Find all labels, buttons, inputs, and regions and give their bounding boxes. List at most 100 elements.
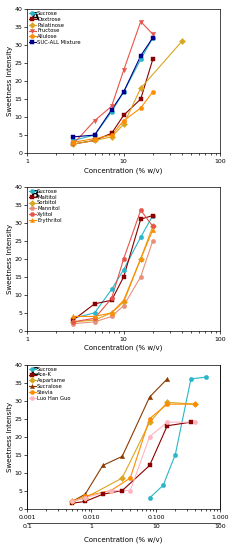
Point <box>151 87 155 96</box>
Point <box>83 492 87 500</box>
Point <box>193 418 197 427</box>
Point <box>148 393 152 402</box>
Point <box>93 309 97 317</box>
Point <box>71 312 75 321</box>
Text: C: C <box>31 367 39 377</box>
Point <box>139 84 143 92</box>
Point <box>139 51 143 60</box>
Point <box>193 400 197 409</box>
Point <box>101 490 105 499</box>
Point <box>148 418 152 427</box>
Point <box>148 414 152 423</box>
Point <box>128 474 132 482</box>
Point <box>93 131 97 140</box>
Point <box>110 133 114 141</box>
Legend: Sucrose, Maltitol, Sorbitol, Mannitol, Xylitol, Erythritol: Sucrose, Maltitol, Sorbitol, Mannitol, X… <box>29 188 62 223</box>
Point <box>165 421 169 430</box>
Point <box>71 317 75 326</box>
Point <box>93 136 97 145</box>
Point <box>165 375 169 383</box>
Point <box>139 55 143 64</box>
Point <box>120 474 124 482</box>
Point <box>151 226 155 234</box>
Point <box>151 55 155 64</box>
Point <box>128 486 132 495</box>
Point <box>189 375 193 383</box>
Point <box>151 211 155 220</box>
Point <box>173 450 177 459</box>
Point <box>71 133 75 141</box>
Point <box>148 432 152 441</box>
Point <box>110 309 114 317</box>
Point <box>161 481 165 490</box>
Point <box>139 233 143 241</box>
Point <box>93 299 97 308</box>
Point <box>120 452 124 461</box>
Point <box>109 486 113 495</box>
Point <box>70 499 74 508</box>
Point <box>139 206 143 214</box>
Point <box>110 107 114 116</box>
Point <box>110 106 114 114</box>
Point <box>71 136 75 145</box>
Legend: Sucrose, Ace-K, Aspartame, Sucralose, Stevia, Luo Han Guo: Sucrose, Ace-K, Aspartame, Sucralose, St… <box>29 366 71 401</box>
Point <box>122 265 126 274</box>
Point <box>151 34 155 42</box>
Point <box>110 312 114 321</box>
Point <box>71 140 75 148</box>
Point <box>139 95 143 103</box>
Point <box>110 294 114 303</box>
Point <box>139 272 143 281</box>
Y-axis label: Sweetness Intensity: Sweetness Intensity <box>7 224 13 294</box>
Point <box>71 319 75 328</box>
Point <box>110 131 114 140</box>
Point <box>122 272 126 281</box>
Point <box>83 490 87 499</box>
Point <box>151 222 155 231</box>
Point <box>148 493 152 502</box>
Point <box>204 373 208 382</box>
Point <box>93 134 97 143</box>
Point <box>70 497 74 506</box>
Point <box>71 140 75 148</box>
Point <box>110 296 114 305</box>
Point <box>110 285 114 294</box>
Point <box>120 486 124 495</box>
Point <box>122 87 126 96</box>
Point <box>83 497 87 506</box>
Point <box>122 301 126 310</box>
Point <box>165 400 169 409</box>
Point <box>93 116 97 125</box>
X-axis label: Concentration (% w/v): Concentration (% w/v) <box>84 345 163 351</box>
Point <box>139 255 143 263</box>
Point <box>139 103 143 112</box>
Point <box>71 316 75 324</box>
Point <box>83 493 87 502</box>
Point <box>189 418 193 427</box>
Legend: Sucrose, Dextrose, Palatinose, Fructose, Allulose, SUC-ALL Mixture: Sucrose, Dextrose, Palatinose, Fructose,… <box>29 10 81 46</box>
Text: A: A <box>31 12 40 22</box>
Point <box>109 486 113 495</box>
Point <box>83 493 87 502</box>
Point <box>122 296 126 305</box>
Point <box>122 120 126 129</box>
Point <box>122 116 126 125</box>
Point <box>180 37 184 46</box>
Point <box>151 211 155 220</box>
Point <box>148 461 152 470</box>
Point <box>151 30 155 38</box>
Point <box>110 129 114 138</box>
Point <box>122 66 126 75</box>
Point <box>70 497 74 506</box>
Text: B: B <box>31 190 39 200</box>
Point <box>110 309 114 317</box>
Point <box>93 131 97 140</box>
Point <box>139 214 143 223</box>
Point <box>70 497 74 506</box>
Y-axis label: Sweetness Intensity: Sweetness Intensity <box>7 46 13 116</box>
Point <box>71 138 75 147</box>
Point <box>93 317 97 326</box>
Point <box>93 136 97 145</box>
Point <box>71 314 75 323</box>
Point <box>193 400 197 409</box>
